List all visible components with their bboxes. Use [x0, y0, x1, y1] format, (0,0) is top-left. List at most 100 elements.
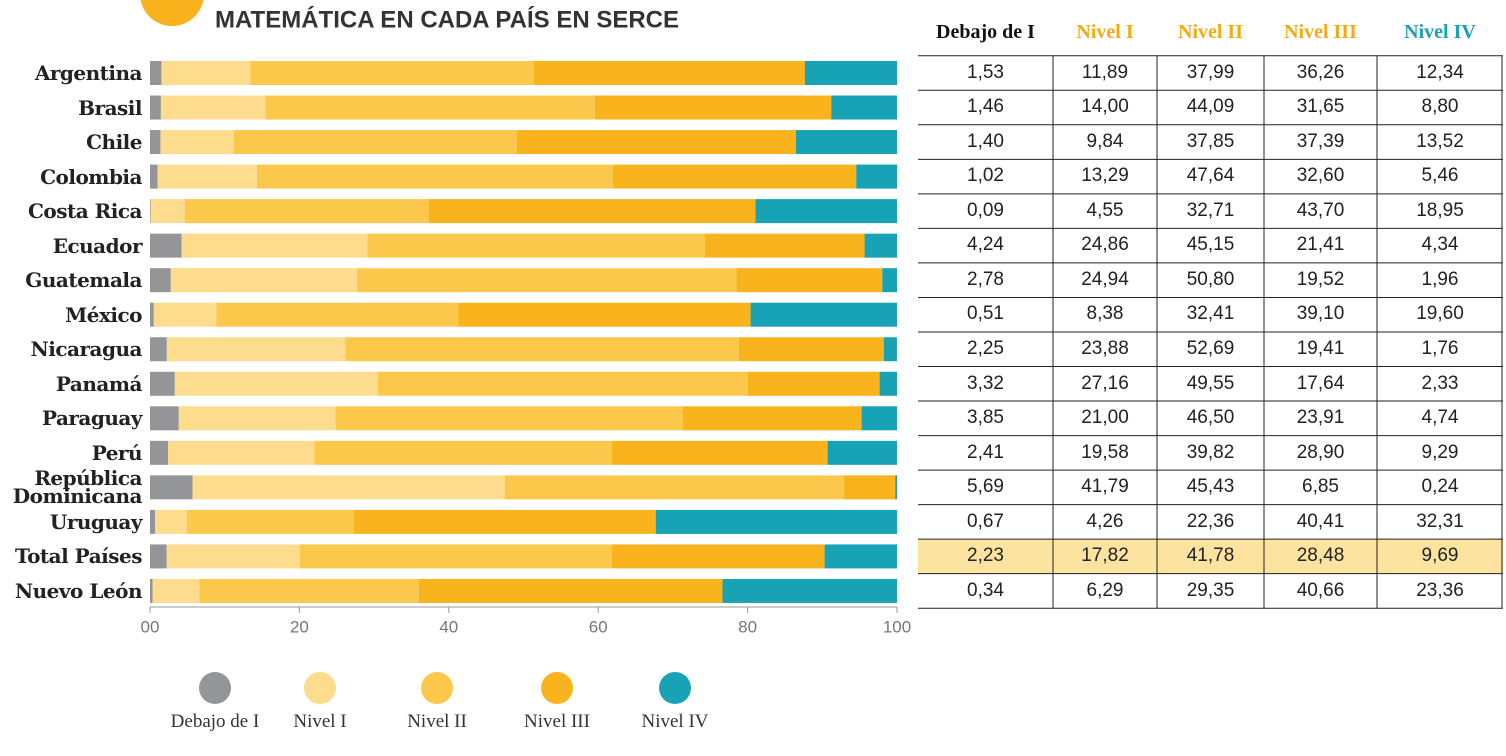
bar-segment [160, 130, 234, 155]
bar-segment [747, 371, 880, 396]
table-cell: 9,29 [1421, 441, 1459, 463]
table-cell: 32,60 [1296, 165, 1345, 187]
x-tick-label: 40 [439, 617, 458, 636]
table-cell: 2,41 [967, 441, 1004, 463]
legend-label: Nivel III [524, 711, 590, 732]
table-cell: 21,00 [1081, 407, 1129, 429]
legend-label: Debajo de I [170, 711, 260, 732]
bar-segment [233, 130, 517, 155]
bar-segment [160, 95, 266, 120]
table-cell: 40,66 [1296, 579, 1345, 601]
bar-segment [738, 337, 884, 362]
category-label: Chile [86, 130, 142, 155]
bar-segment [178, 406, 336, 431]
table-header: Nivel I [1076, 21, 1134, 43]
table-cell: 5,69 [967, 476, 1004, 498]
bar-segment [704, 233, 865, 258]
table-cell: 50,80 [1186, 268, 1235, 290]
legend-label: Nivel I [293, 711, 347, 732]
category-label: Nuevo León [14, 578, 143, 603]
bar-segment [166, 544, 300, 569]
table-cell: 31,65 [1296, 96, 1345, 118]
category-label: Perú [91, 440, 143, 465]
table-cell: 8,38 [1086, 303, 1124, 325]
bar-segment [150, 337, 167, 362]
category-label: Brasil [78, 95, 142, 120]
table-cell: 0,67 [967, 510, 1004, 532]
bar-segment [655, 509, 898, 534]
legend-swatch [421, 672, 453, 704]
bar-segment [150, 164, 158, 189]
bar-segment [844, 475, 896, 500]
bar-segment [804, 61, 898, 85]
category-label: Paraguay [41, 406, 143, 431]
table-cell: 0,09 [967, 199, 1004, 221]
table-cell: 18,95 [1416, 199, 1464, 221]
table-cell: 1,96 [1421, 268, 1459, 290]
table-cell: 45,15 [1186, 234, 1235, 256]
decor-circle [140, 0, 204, 26]
bar-segment [150, 578, 153, 603]
table-cell: 5,46 [1421, 165, 1459, 187]
table-cell: 43,70 [1296, 199, 1345, 221]
bar-segment [150, 440, 169, 465]
table-cell: 9,69 [1421, 545, 1459, 567]
bar-segment [216, 302, 459, 327]
table-cell: 0,34 [967, 579, 1004, 601]
bar-segment [353, 509, 656, 534]
table-cell: 3,85 [967, 407, 1004, 429]
bar-segment [150, 130, 161, 155]
x-tick-label: 80 [738, 617, 757, 636]
bar-segment [831, 95, 897, 120]
table-cell: 6,85 [1302, 476, 1339, 498]
x-tick-label: 100 [883, 617, 911, 636]
x-tick-label: 20 [290, 617, 309, 636]
table-cell: 2,78 [967, 268, 1004, 290]
bar-segment [458, 302, 751, 327]
category-label: Total Países [15, 544, 143, 569]
category-label: Panamá [55, 371, 143, 396]
bar-segment [150, 302, 154, 327]
chart-title: MATEMÁTICA EN CADA PAÍS EN SERCE [215, 5, 679, 33]
table-cell: 28,48 [1296, 545, 1345, 567]
category-label: Nicaragua [30, 337, 143, 362]
bar-segment [882, 268, 897, 293]
table-cell: 1,46 [967, 96, 1004, 118]
table-cell: 24,94 [1081, 268, 1129, 290]
bar-segment [168, 440, 315, 465]
table-cell: 11,89 [1081, 61, 1129, 83]
bar-segment [345, 337, 739, 362]
bar-segment [895, 475, 897, 500]
table-cell: 40,41 [1296, 510, 1345, 532]
category-label: República Dominicana [12, 466, 143, 509]
bar-segment [150, 199, 185, 224]
bar-segment [594, 95, 832, 120]
table-cell: 1,02 [967, 165, 1004, 187]
bar-segment [879, 371, 897, 396]
table-cell: 41,78 [1186, 545, 1235, 567]
bar-segment [170, 268, 358, 293]
bar-segment [150, 199, 151, 224]
table-cell: 1,76 [1421, 337, 1459, 359]
bar-segment [150, 509, 156, 534]
table-cell: 4,55 [1086, 199, 1124, 221]
table-cell: 9,84 [1086, 130, 1124, 152]
bar-segment [611, 544, 825, 569]
bar-segment [357, 268, 737, 293]
table-cell: 24,86 [1081, 234, 1129, 256]
bar-segment [367, 233, 705, 258]
table-cell: 0,51 [967, 303, 1004, 325]
category-label: Guatemala [25, 268, 142, 293]
bar-segment [150, 475, 193, 500]
table-cell: 13,52 [1416, 130, 1464, 152]
bar-segment [335, 406, 683, 431]
category-label: Argentina [34, 61, 143, 85]
bar-segment [429, 199, 756, 224]
legend-swatch [541, 672, 573, 704]
table-cell: 23,36 [1416, 579, 1464, 601]
table-header: Nivel II [1178, 21, 1243, 43]
table-cell: 37,85 [1186, 130, 1235, 152]
legend-label: Nivel IV [641, 711, 709, 732]
